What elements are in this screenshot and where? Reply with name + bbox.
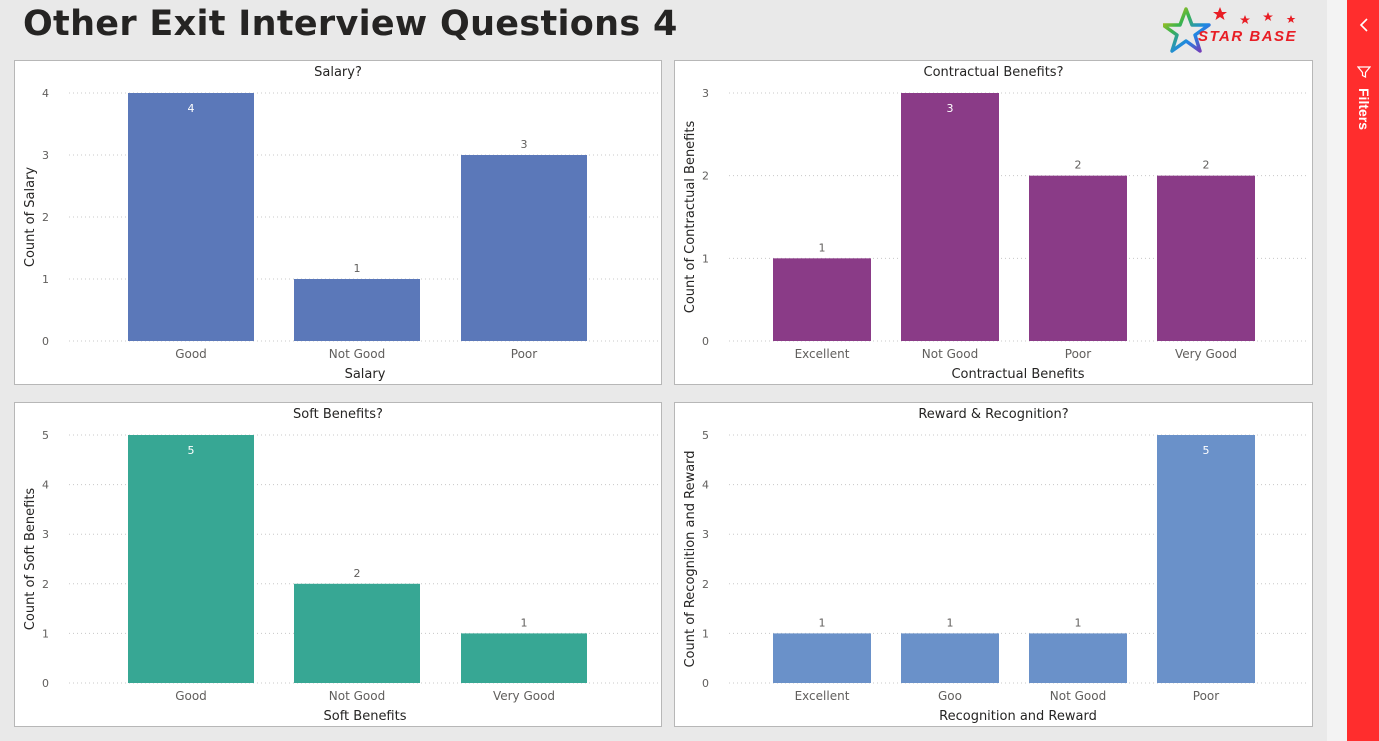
bar[interactable]	[901, 93, 999, 341]
bar[interactable]	[128, 435, 254, 683]
x-tick-label: Not Good	[329, 689, 385, 703]
y-tick-label: 3	[42, 528, 49, 541]
x-tick-label: Not Good	[922, 347, 978, 361]
star-logo-icon: STAR BASE	[1161, 7, 1297, 53]
data-label: 1	[521, 616, 528, 629]
bar[interactable]	[294, 583, 420, 683]
y-tick-label: 0	[702, 677, 709, 690]
chart-title: Salary?	[314, 65, 362, 80]
page-title: Other Exit Interview Questions 4	[23, 4, 678, 44]
data-label: 4	[188, 102, 195, 115]
data-label: 2	[1203, 159, 1210, 172]
bar[interactable]	[1157, 435, 1255, 683]
y-tick-label: 5	[702, 429, 709, 442]
y-tick-label: 5	[42, 429, 49, 442]
data-label: 3	[521, 138, 528, 151]
y-tick-label: 3	[702, 87, 709, 100]
chart-title: Reward & Recognition?	[918, 407, 1068, 422]
x-tick-label: Very Good	[1175, 347, 1237, 361]
x-tick-label: Poor	[1065, 347, 1091, 361]
chart-title: Contractual Benefits?	[924, 65, 1064, 80]
chart-soft-benefits[interactable]: Soft Benefits? 0 1 2 3 4 5 Count of Soft Benefi…	[14, 402, 662, 727]
filters-pane[interactable]: Filters	[1347, 0, 1379, 741]
bar[interactable]	[128, 93, 254, 341]
data-label: 1	[1075, 616, 1082, 629]
y-tick-label: 3	[702, 528, 709, 541]
y-tick-label: 0	[702, 335, 709, 348]
y-tick-label: 4	[42, 479, 49, 492]
y-tick-label: 2	[42, 211, 49, 224]
y-tick-label: 0	[42, 335, 49, 348]
x-axis-label: Contractual Benefits	[951, 367, 1084, 382]
chevron-left-icon[interactable]	[1356, 16, 1372, 34]
x-tick-label: Good	[175, 689, 207, 703]
bar[interactable]	[1029, 633, 1127, 683]
filters-label[interactable]: Filters	[1356, 88, 1372, 131]
data-label: 5	[1203, 444, 1210, 457]
x-tick-label: Poor	[511, 347, 537, 361]
x-tick-label: Not Good	[1050, 689, 1106, 703]
data-label: 1	[354, 262, 361, 275]
x-tick-label: Goo	[938, 689, 962, 703]
bar[interactable]	[901, 633, 999, 683]
x-tick-label: Excellent	[795, 689, 850, 703]
y-axis-label: Count of Contractual Benefits	[683, 121, 698, 314]
bar[interactable]	[773, 633, 871, 683]
data-label: 3	[947, 102, 954, 115]
bar[interactable]	[461, 633, 587, 683]
data-label: 1	[819, 616, 826, 629]
y-tick-label: 1	[42, 273, 49, 286]
bar[interactable]	[773, 258, 871, 341]
bar[interactable]	[1157, 175, 1255, 341]
y-tick-label: 3	[42, 149, 49, 162]
chart-reward-recognition[interactable]: Reward & Recognition? 0 1 2 3 4 5 Count of Reco…	[674, 402, 1313, 727]
chart-salary[interactable]: Salary? 0 1 2 3 4 Count of Salary 4 Good 1 Not Goo…	[14, 60, 662, 385]
bar[interactable]	[461, 155, 587, 341]
y-tick-label: 4	[42, 87, 49, 100]
data-label: 2	[1075, 159, 1082, 172]
bar[interactable]	[1029, 175, 1127, 341]
x-axis-label: Soft Benefits	[324, 709, 407, 724]
y-axis-label: Count of Soft Benefits	[23, 488, 38, 631]
y-axis-label: Count of Recognition and Reward	[683, 450, 698, 667]
x-axis-label: Salary	[345, 367, 386, 382]
data-label: 1	[819, 241, 826, 254]
data-label: 5	[188, 444, 195, 457]
x-axis-label: Recognition and Reward	[939, 709, 1097, 724]
data-label: 1	[947, 616, 954, 629]
chart-title: Soft Benefits?	[293, 407, 383, 422]
filter-icon	[1356, 64, 1372, 78]
canvas-gutter	[1327, 0, 1347, 741]
y-tick-label: 4	[702, 479, 709, 492]
data-label: 2	[354, 567, 361, 580]
x-tick-label: Poor	[1193, 689, 1219, 703]
x-tick-label: Very Good	[493, 689, 555, 703]
logo-text: STAR BASE	[1198, 28, 1297, 45]
y-tick-label: 1	[42, 627, 49, 640]
report-canvas: Other Exit Interview Questions 4 STAR BA…	[14, 4, 1313, 727]
y-tick-label: 1	[702, 627, 709, 640]
y-axis-label: Count of Salary	[23, 167, 38, 268]
chart-contractual-benefits[interactable]: Contractual Benefits? 0 1 2 3 Count of Contra…	[674, 60, 1313, 385]
y-tick-label: 2	[42, 578, 49, 591]
x-tick-label: Good	[175, 347, 207, 361]
y-tick-label: 0	[42, 677, 49, 690]
y-tick-label: 2	[702, 170, 709, 183]
y-tick-label: 1	[702, 252, 709, 265]
star-base-logo: STAR BASE	[1161, 4, 1303, 56]
bar[interactable]	[294, 279, 420, 341]
y-tick-label: 2	[702, 578, 709, 591]
x-tick-label: Excellent	[795, 347, 850, 361]
x-tick-label: Not Good	[329, 347, 385, 361]
